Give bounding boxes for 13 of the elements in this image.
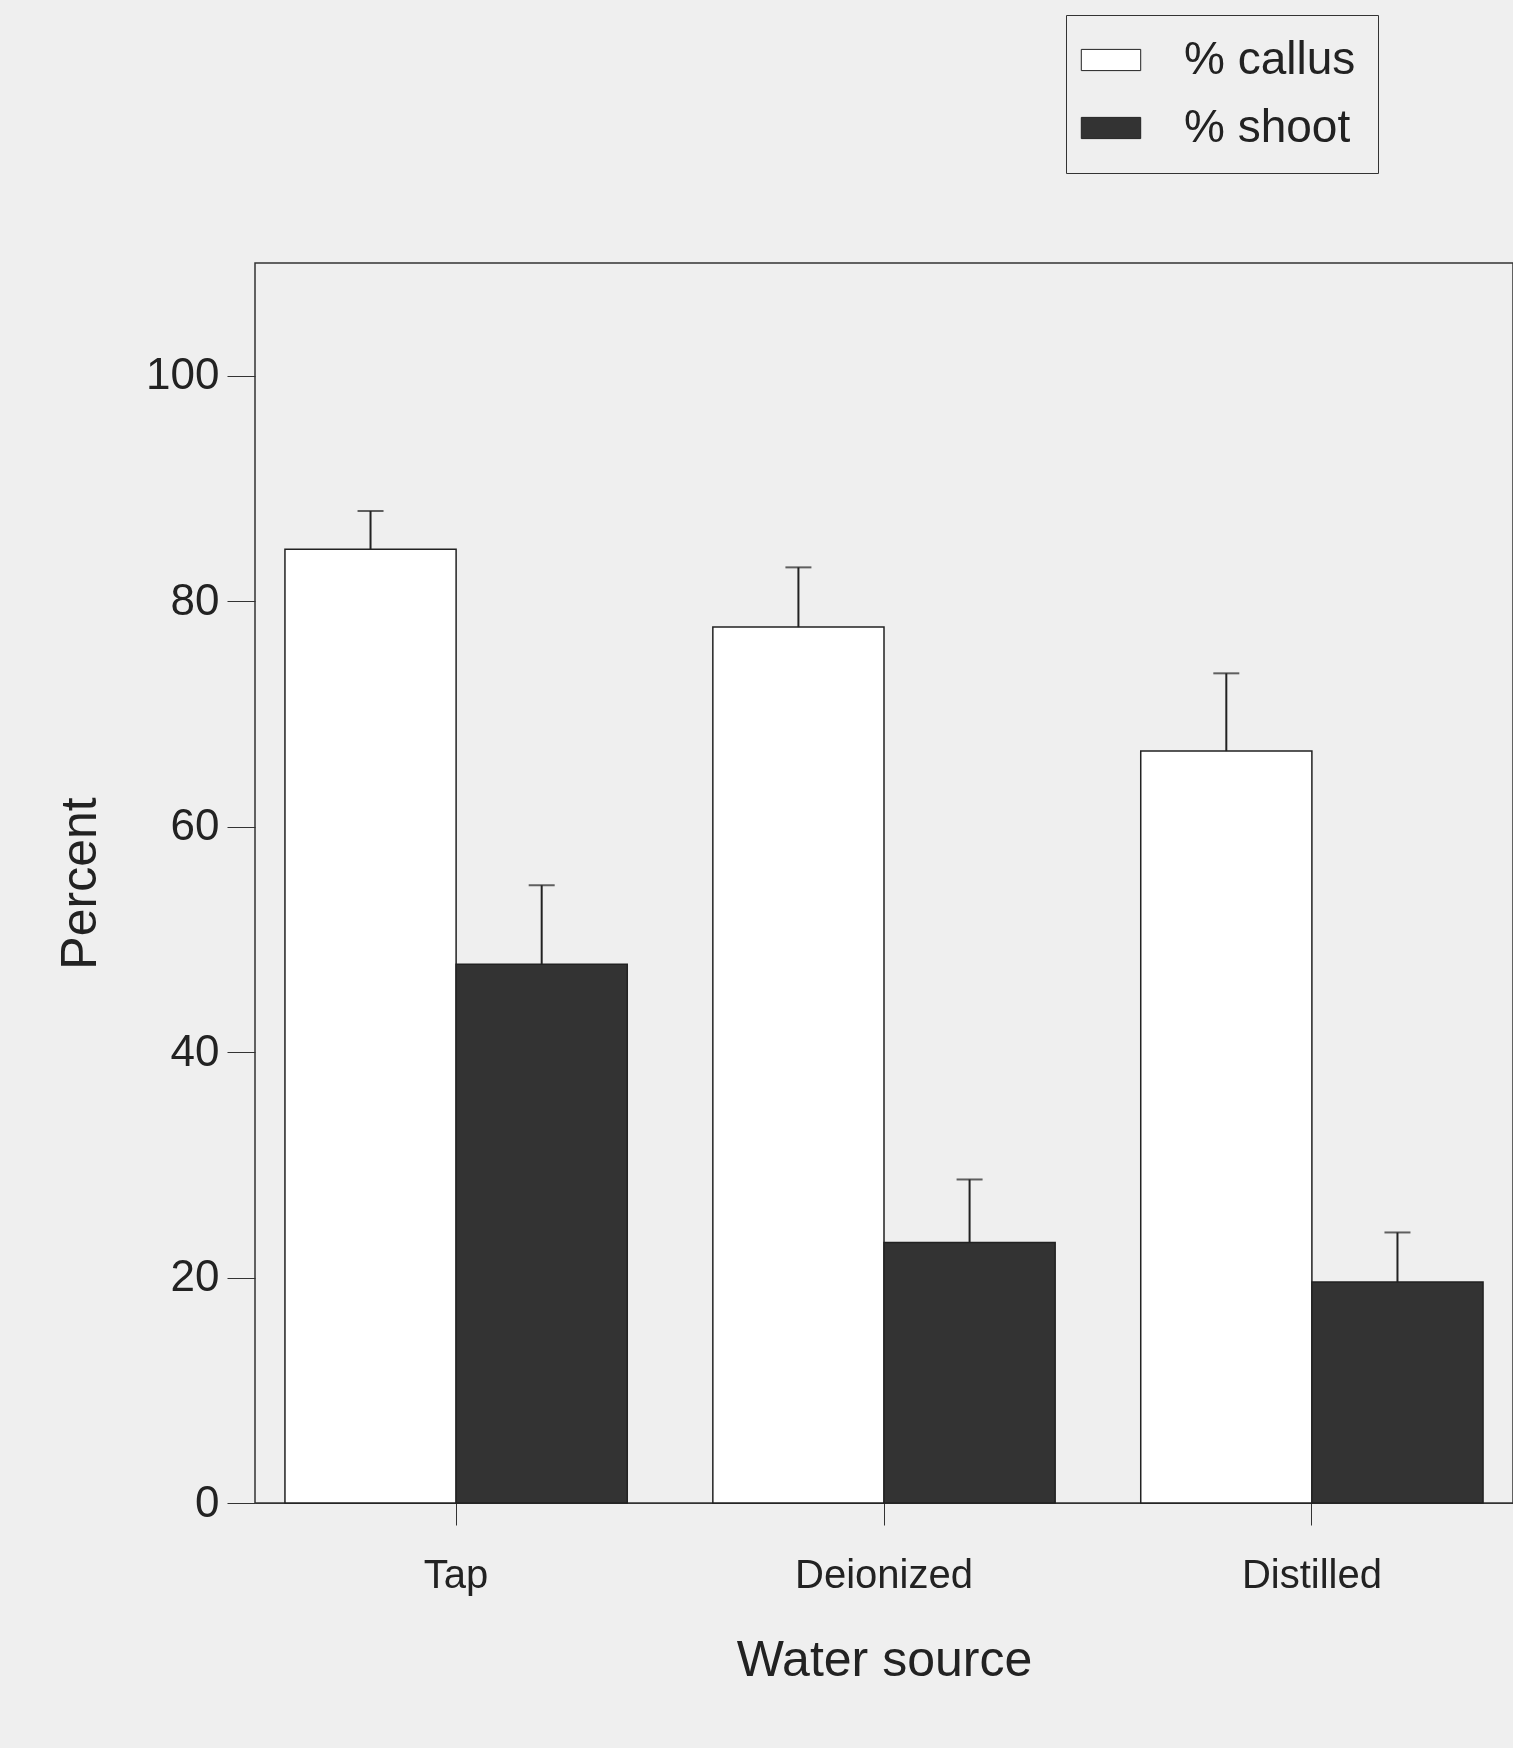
legend-label: % callus	[1184, 32, 1356, 84]
y-tick-label: 60	[170, 800, 220, 850]
y-tick-label: 100	[146, 349, 220, 399]
x-tick-label: Deionized	[795, 1551, 973, 1596]
y-tick-label: 0	[195, 1476, 220, 1526]
y-axis-title: Percent	[51, 797, 108, 970]
legend-label: % shoot	[1184, 100, 1351, 152]
y-tick-label: 80	[170, 574, 220, 624]
y-tick-label: 20	[170, 1251, 220, 1301]
x-axis-title: Water source	[736, 1630, 1033, 1687]
x-tick-label: Tap	[423, 1551, 489, 1596]
x-tick-label: Distilled	[1241, 1551, 1382, 1596]
y-tick-label: 40	[170, 1025, 220, 1075]
